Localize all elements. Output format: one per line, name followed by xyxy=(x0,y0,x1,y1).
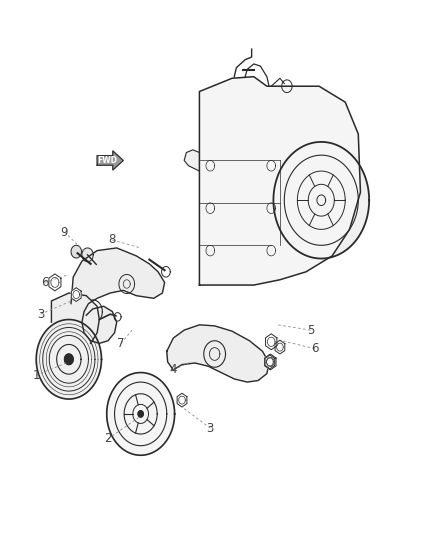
Text: 6: 6 xyxy=(311,342,318,355)
Polygon shape xyxy=(177,393,187,407)
Polygon shape xyxy=(273,142,369,259)
Text: 7: 7 xyxy=(117,337,125,350)
Polygon shape xyxy=(167,325,269,382)
Text: 2: 2 xyxy=(104,432,112,446)
Text: 5: 5 xyxy=(307,324,314,337)
Text: 6: 6 xyxy=(41,276,49,289)
Text: 4: 4 xyxy=(170,364,177,376)
Polygon shape xyxy=(51,293,99,343)
Polygon shape xyxy=(199,77,360,285)
Polygon shape xyxy=(265,354,276,370)
Text: 9: 9 xyxy=(61,225,68,239)
Polygon shape xyxy=(317,195,325,206)
Polygon shape xyxy=(71,248,165,343)
Polygon shape xyxy=(138,411,143,417)
Polygon shape xyxy=(82,248,93,262)
Polygon shape xyxy=(71,245,81,258)
Polygon shape xyxy=(265,334,277,350)
Polygon shape xyxy=(71,288,81,302)
Polygon shape xyxy=(97,151,123,170)
Text: 8: 8 xyxy=(109,233,116,246)
Text: 3: 3 xyxy=(207,422,214,435)
Text: FWD: FWD xyxy=(97,156,117,165)
Polygon shape xyxy=(36,319,102,399)
Text: 1: 1 xyxy=(32,369,40,382)
Polygon shape xyxy=(49,274,61,291)
Polygon shape xyxy=(265,355,275,369)
Text: 3: 3 xyxy=(37,308,44,321)
Polygon shape xyxy=(184,150,199,171)
Polygon shape xyxy=(107,373,175,455)
Polygon shape xyxy=(275,340,285,354)
Polygon shape xyxy=(64,354,73,365)
